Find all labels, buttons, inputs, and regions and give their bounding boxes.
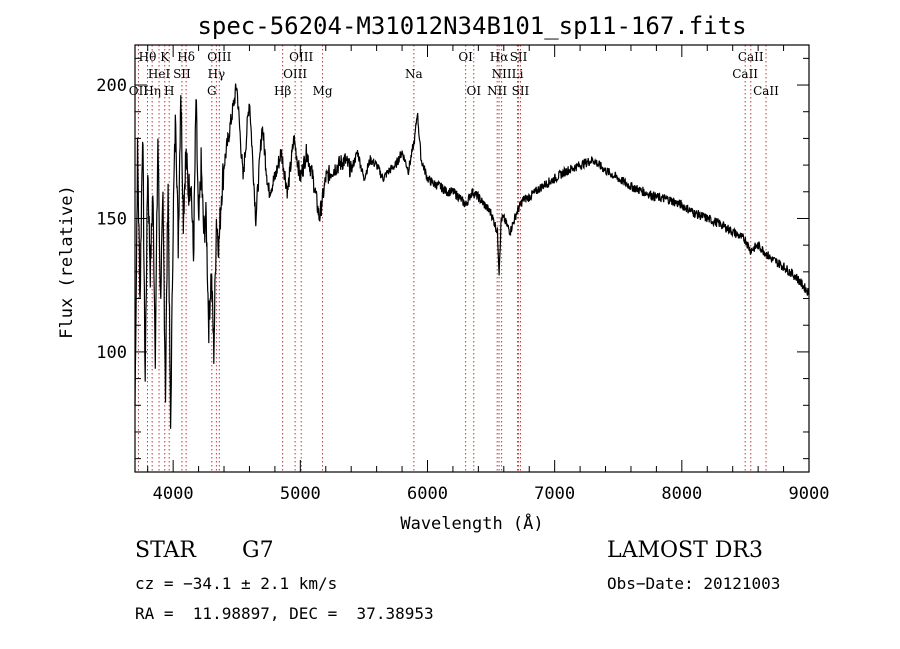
chart-title: spec-56204-M31012N34B101_sp11-167.fits <box>197 12 746 40</box>
line-label-9: Hγ <box>208 67 226 81</box>
x-tick-label-1: 5000 <box>280 484 321 504</box>
line-label-4: H <box>164 84 174 98</box>
x-tick-label-2: 6000 <box>407 484 448 504</box>
spectrum-series-line <box>134 83 810 429</box>
line-label-5: HeI <box>148 67 171 81</box>
x-tick-label-5: 9000 <box>789 484 830 504</box>
y-tick-label-1: 150 <box>96 209 127 229</box>
line-label-19: Hα <box>490 50 509 64</box>
redshift-cz: cz = −34.1 ± 2.1 km/s <box>135 574 338 593</box>
line-label-26: CaII <box>753 84 779 98</box>
line-label-21: Li <box>512 67 524 81</box>
object-subclass: G7 <box>242 538 274 563</box>
line-label-7: Hδ <box>177 50 195 64</box>
object-class: STAR <box>135 538 196 563</box>
x-tick-label-3: 7000 <box>534 484 575 504</box>
line-label-24: CaII <box>732 67 758 81</box>
y-tick-label-0: 100 <box>96 343 127 363</box>
line-label-0: OII <box>129 84 149 98</box>
line-label-2: Hη <box>143 84 161 98</box>
line-label-25: CaII <box>738 50 764 64</box>
line-label-3: K <box>160 50 170 64</box>
line-label-13: OIII <box>289 50 313 64</box>
y-axis-ticks: 100 150 200 <box>96 76 809 363</box>
line-label-18: NII <box>487 84 507 98</box>
x-tick-label-4: 8000 <box>661 484 702 504</box>
survey-name: LAMOST DR3 <box>607 538 763 563</box>
line-label-14: Mg <box>313 84 333 98</box>
line-label-12: OIII <box>283 67 307 81</box>
line-label-11: Hβ <box>274 84 291 98</box>
line-label-17: OI <box>466 84 481 98</box>
line-label-20: NII <box>492 67 512 81</box>
y-tick-label-2: 200 <box>96 76 127 96</box>
minor-ticks <box>135 45 809 472</box>
line-label-22: SII <box>510 50 528 64</box>
x-axis-label: Wavelength (Å) <box>400 512 543 534</box>
x-axis-ticks: 4000 5000 6000 7000 8000 9000 <box>153 45 830 504</box>
line-label-8: G <box>207 84 217 98</box>
line-label-10: OIII <box>207 50 231 64</box>
plot-frame <box>134 44 810 473</box>
y-axis-label: Flux (relative) <box>57 185 77 339</box>
line-label-1: Hθ <box>139 50 157 64</box>
line-label-6: SII <box>173 67 191 81</box>
line-label-23: SII <box>512 84 530 98</box>
x-tick-label-0: 4000 <box>153 484 194 504</box>
coordinates: RA = 11.98897, DEC = 37.38953 <box>135 604 434 623</box>
observation-date: Obs−Date: 20121003 <box>607 574 781 593</box>
line-label-15: Na <box>405 67 423 81</box>
line-label-16: OI <box>458 50 473 64</box>
